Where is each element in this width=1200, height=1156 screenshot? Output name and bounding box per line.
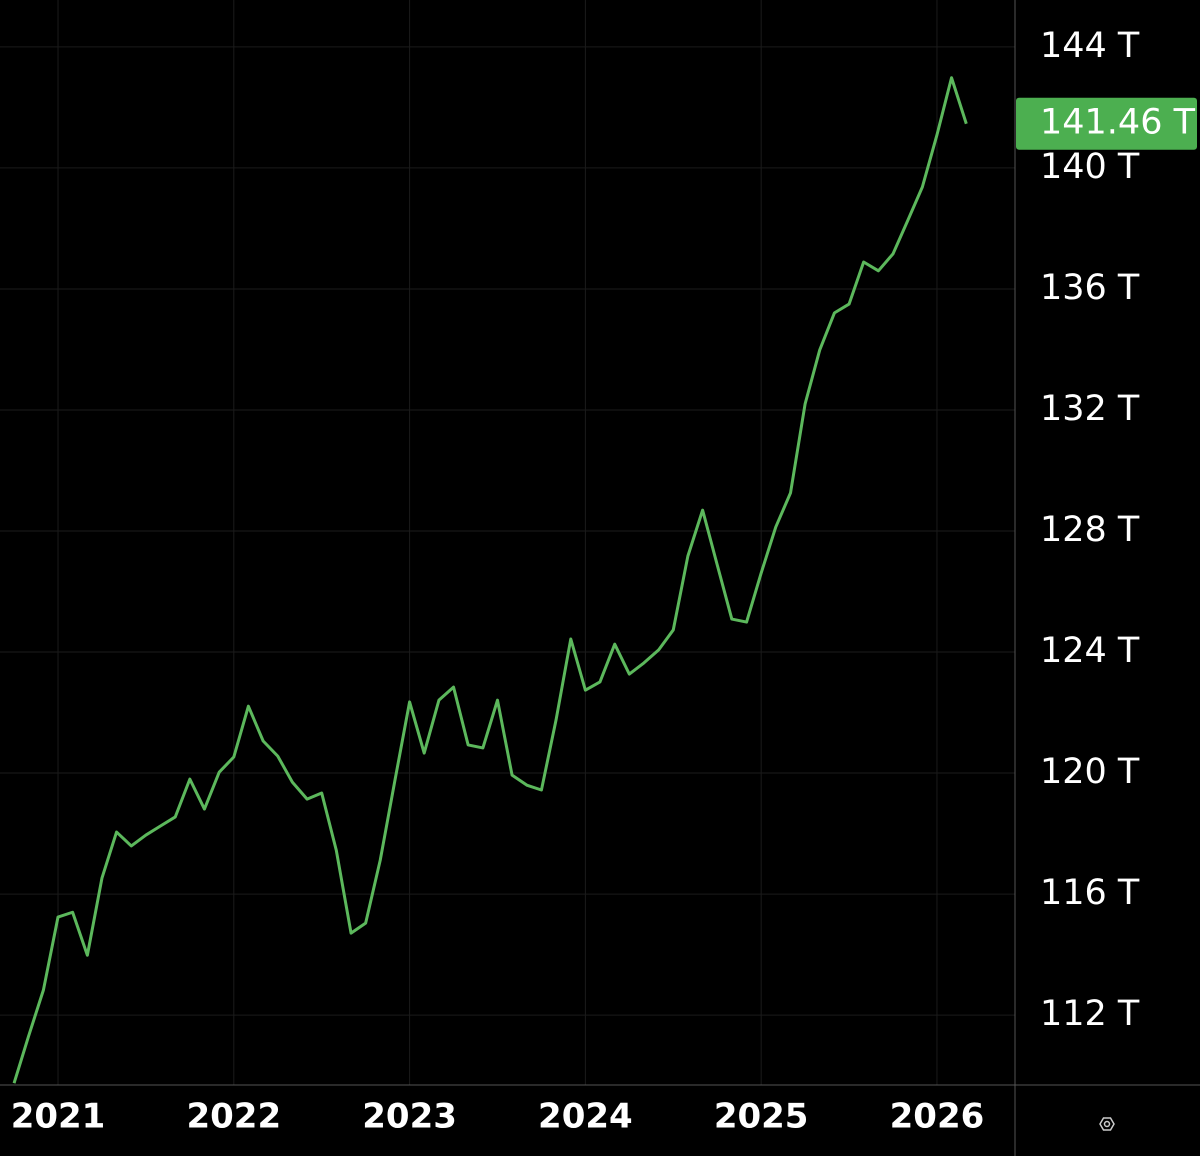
x-tick-label: 2024 <box>538 1097 633 1137</box>
grid <box>0 0 1015 1085</box>
line-series <box>12 76 968 1084</box>
price-label-box <box>1016 97 1197 150</box>
y-tick-label: 132 T <box>1040 389 1140 429</box>
y-tick-label: 128 T <box>1040 510 1140 550</box>
y-tick-label: 120 T <box>1040 752 1140 792</box>
plot <box>12 76 968 1084</box>
y-tick-label: 136 T <box>1040 268 1140 308</box>
y-tick-label: 124 T <box>1040 631 1140 671</box>
y-tick-label: 112 T <box>1040 994 1140 1034</box>
y-tick-label: 144 T <box>1040 26 1140 66</box>
x-tick-label: 2026 <box>890 1097 985 1137</box>
y-tick-label: 116 T <box>1040 873 1140 913</box>
x-tick-label: 2022 <box>186 1097 281 1137</box>
settings-icon[interactable] <box>1099 1117 1115 1131</box>
axis-labels: 112 T 116 T 120 T 124 T 128 T 132 T 136 T 140 T… <box>11 26 1197 1137</box>
price-label: 141.46 T <box>1040 103 1196 143</box>
x-tick-label: 2023 <box>362 1097 457 1137</box>
x-tick-label: 2025 <box>714 1097 809 1137</box>
y-tick-label: 140 T <box>1040 147 1140 187</box>
x-tick-label: 2021 <box>11 1097 106 1137</box>
